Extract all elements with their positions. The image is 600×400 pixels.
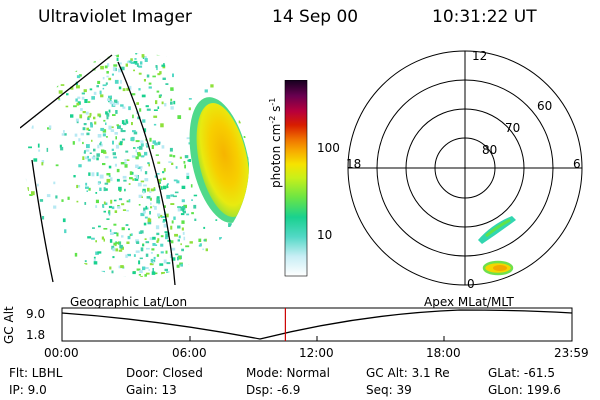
x-tick-2359: 23:59 <box>554 346 589 360</box>
glon-status: GLon: 199.6 <box>488 383 561 397</box>
date-label: 14 Sep 00 <box>272 7 359 27</box>
mode-status: Mode: Normal <box>246 366 330 380</box>
y-tick-9: 9.0 <box>26 307 46 321</box>
colorbar <box>284 80 308 277</box>
polar-grid <box>347 50 583 286</box>
x-tick-1200: 12:00 <box>299 346 334 360</box>
filter-status: Flt: LBHL <box>9 366 63 380</box>
geo-grid-lines <box>20 54 176 286</box>
lat-label-70: 70 <box>505 121 520 135</box>
image-disc <box>25 53 249 277</box>
hour-label-18: 18 <box>346 157 361 171</box>
auroral-image <box>20 53 249 286</box>
x-tick-1800: 18:00 <box>426 346 461 360</box>
dsp-status: Dsp: -6.9 <box>246 383 301 397</box>
polar-plot: 12 18 6 0 60 70 80 <box>346 49 583 288</box>
timeline-ticks <box>61 336 573 341</box>
x-tick-0000: 00:00 <box>44 346 79 360</box>
geographic-title: Geographic Lat/Lon <box>70 295 188 309</box>
glat-status: GLat: -61.5 <box>488 366 555 380</box>
apex-title: Apex MLat/MLT <box>424 295 514 309</box>
colorbar-tick-10: 10 <box>317 228 333 242</box>
speckle-noise <box>25 53 249 277</box>
altitude-curve <box>61 309 573 340</box>
hour-label-6: 6 <box>573 157 581 171</box>
gain-status: Gain: 13 <box>126 383 177 397</box>
instrument-title: Ultraviolet Imager <box>38 7 192 27</box>
altitude-timeline <box>61 307 573 342</box>
lat-label-60: 60 <box>537 99 552 113</box>
lat-label-80: 80 <box>482 143 497 157</box>
time-label: 10:31:22 UT <box>432 7 537 27</box>
door-status: Door: Closed <box>126 366 203 380</box>
colorbar-unit-label: photon cm-2 s-1 <box>268 97 283 188</box>
hour-label-12: 12 <box>472 49 487 63</box>
hour-label-0: 0 <box>467 277 475 288</box>
gc-alt-status: GC Alt: 3.1 Re <box>366 366 450 380</box>
polar-aurora <box>478 216 516 276</box>
ip-status: IP: 9.0 <box>9 383 47 397</box>
colorbar-tick-100: 100 <box>317 141 340 155</box>
seq-status: Seq: 39 <box>366 383 412 397</box>
x-tick-0600: 06:00 <box>172 346 207 360</box>
colorbar-label: photon cm-2 s-1 <box>268 98 283 188</box>
y-tick-1-8: 1.8 <box>26 328 46 342</box>
timeline-frame <box>61 307 573 342</box>
